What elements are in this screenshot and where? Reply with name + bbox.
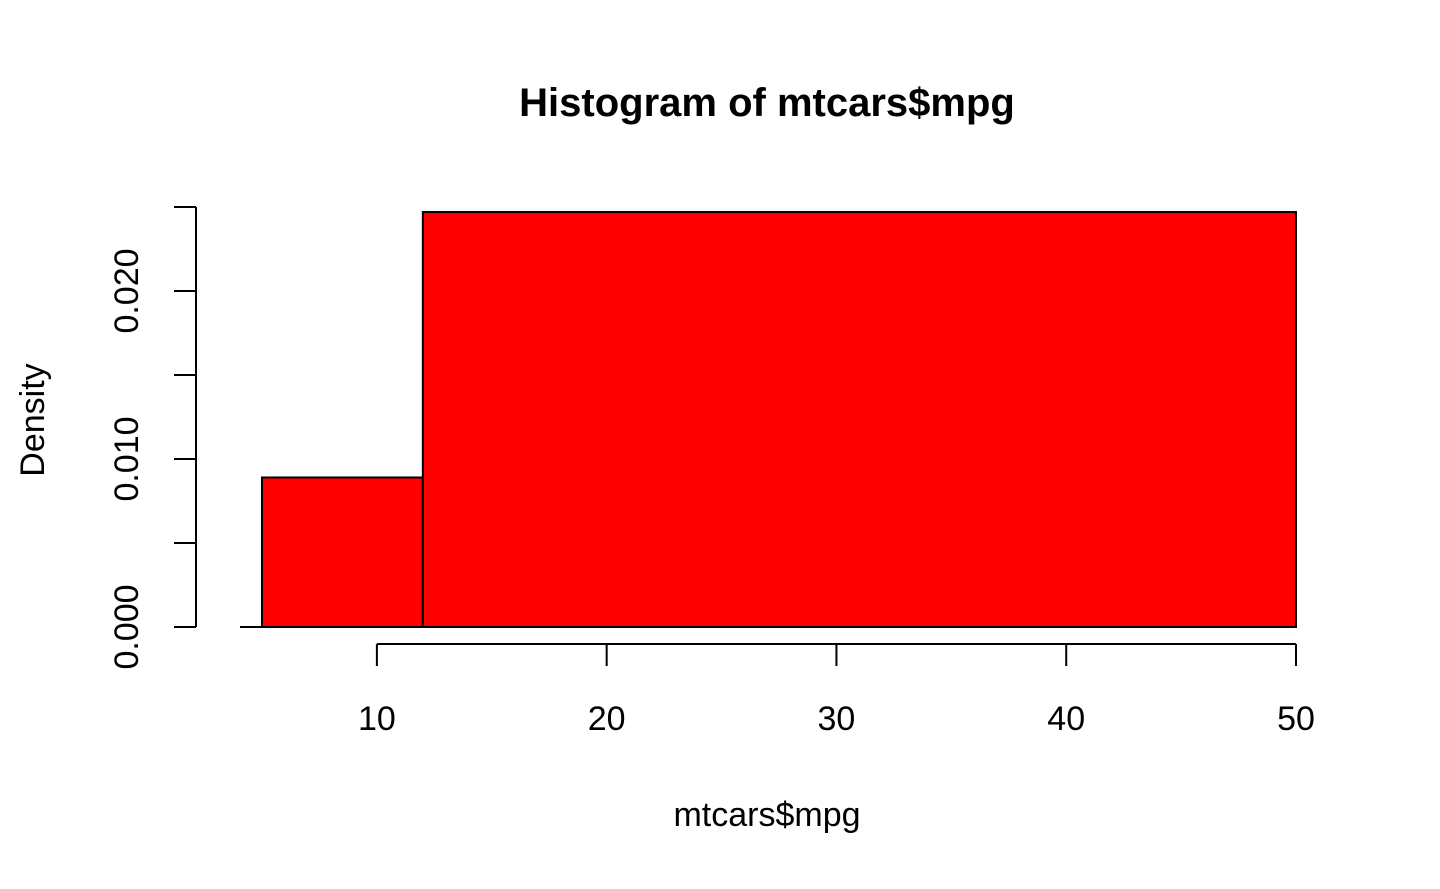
x-tick-label-50: 50 — [1277, 700, 1315, 738]
histogram-bar-1 — [261, 476, 424, 629]
y-tick-label-1: 0.010 — [108, 416, 146, 501]
x-tick-label-20: 20 — [588, 700, 626, 738]
y-axis: 0.000 0.010 0.020 — [108, 206, 197, 670]
bars-layer — [240, 211, 1298, 629]
x-axis: 10 20 30 40 50 — [358, 643, 1315, 738]
x-axis-label: mtcars$mpg — [673, 796, 860, 834]
x-tick-label-10: 10 — [358, 700, 396, 738]
y-axis-label: Density — [14, 363, 52, 476]
y-tick-label-2: 0.020 — [108, 248, 146, 333]
histogram-bar-2 — [421, 211, 1298, 628]
x-tick-label-40: 40 — [1047, 700, 1085, 738]
chart-title: Histogram of mtcars$mpg — [519, 81, 1015, 125]
x-tick-label-30: 30 — [818, 700, 856, 738]
y-tick-label-0: 0.000 — [108, 584, 146, 669]
